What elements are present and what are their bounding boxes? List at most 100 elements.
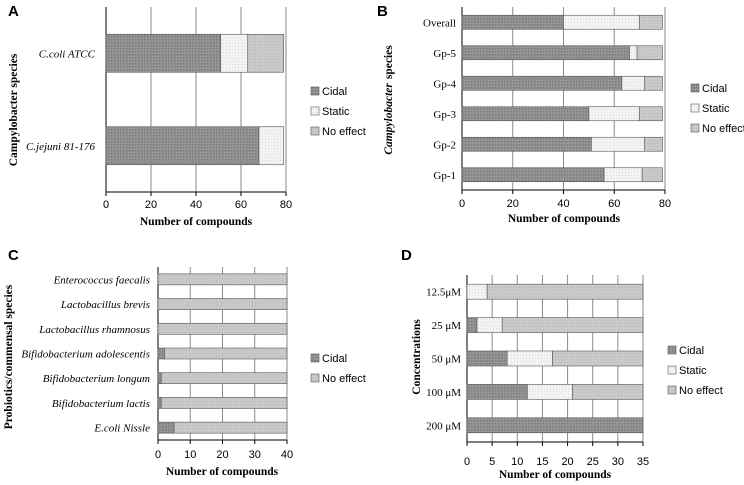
legend-swatch-cidal (310, 86, 320, 96)
panel-b-ylabel: Campylobacter species (383, 45, 395, 155)
bar-segment-noeffect (157, 322, 288, 335)
panel-a-plot: 0 20 40 60 80 C.coli ATCC C.jejuni 81-176 (26, 7, 292, 211)
bar-segment-static (466, 283, 488, 300)
legend-swatch-noeffect (667, 385, 677, 395)
panel-c-plot: 0 10 20 30 40 Enterococcus faecalis Lactobacil… (21, 267, 293, 461)
panel-b-title: B (377, 3, 388, 20)
bar-segment-cidal (105, 33, 222, 73)
category-label: Bifidobacterium lactis (52, 398, 150, 410)
bar-segment-static (563, 14, 640, 30)
x-tick-label: 0 (459, 198, 465, 210)
bar-segment-noeffect (639, 14, 663, 30)
category-label: E.coli Nissle (93, 423, 150, 435)
panel-a: A 0 20 40 60 80 C.coli ATCC C.jejuni 81-176 Nu… (8, 3, 366, 228)
bar-segment-cidal (461, 45, 630, 61)
x-tick-label: 35 (637, 456, 649, 468)
bar-segment-cidal (466, 317, 478, 333)
category-label: 50 μM (432, 354, 462, 366)
panel-c-xlabel: Number of compounds (166, 466, 279, 478)
x-tick-label: 0 (155, 449, 161, 461)
x-tick-label: 5 (489, 456, 495, 468)
bar-segment-cidal (466, 417, 644, 434)
legend-swatch-cidal (310, 353, 320, 363)
category-label: Enterococcus faecalis (53, 274, 150, 286)
bar-segment-cidal (157, 421, 175, 434)
category-label: Overall (423, 17, 456, 29)
legend-label-cidal: Cidal (702, 83, 727, 95)
category-label: Lactobacillus brevis (60, 299, 150, 311)
bar-segment-noeffect (572, 384, 644, 400)
legend-label-static: Static (702, 103, 730, 115)
bar-segment-static (220, 33, 249, 73)
bar-segment-noeffect (173, 421, 288, 434)
bar-segment-cidal (461, 167, 605, 183)
bar-segment-noeffect (157, 298, 288, 310)
panel-a-title: A (8, 3, 19, 20)
category-label: Gp-5 (433, 48, 456, 60)
bar-segment-cidal (157, 397, 162, 409)
bar-segment-cidal (461, 136, 592, 152)
legend-swatch-cidal (667, 345, 677, 355)
category-label: C.jejuni 81-176 (26, 141, 96, 153)
panel-d-xlabel: Number of compounds (499, 469, 612, 481)
panel-d-ylabel: Concentrations (411, 319, 423, 395)
legend-swatch-static (690, 103, 700, 113)
bar-segment-noeffect (160, 397, 288, 409)
bar-segment-static (506, 350, 553, 367)
legend-label-cidal: Cidal (322, 353, 347, 365)
legend-swatch-cidal (690, 83, 700, 93)
bar-segment-static (629, 45, 638, 61)
legend-label-noeffect: No effect (679, 385, 723, 397)
panel-a-xlabel: Number of compounds (140, 216, 253, 228)
legend-swatch-static (667, 365, 677, 375)
category-label: 25 μM (432, 320, 462, 332)
bar-segment-noeffect (486, 283, 644, 300)
legend-swatch-static (310, 106, 320, 116)
bar-segment-noeffect (160, 372, 288, 385)
x-tick-label: 20 (145, 199, 157, 211)
x-tick-label: 20 (216, 449, 228, 461)
category-label: Gp-4 (433, 78, 456, 90)
x-tick-label: 0 (103, 199, 109, 211)
bar-segment-noeffect (164, 347, 288, 360)
x-tick-label: 20 (561, 456, 573, 468)
category-label: 12.5μM (426, 287, 461, 299)
panel-b-ylabel-italic: Campylobacter (383, 83, 395, 155)
x-tick-label: 30 (249, 449, 261, 461)
bar-segment-static (588, 106, 640, 122)
bar-segment-noeffect (644, 136, 663, 152)
panel-d-plot: 0 5 10 15 20 25 30 35 12.5μM 25 μM 50 μM 100 μM 200 … (426, 275, 649, 468)
legend-swatch-noeffect (690, 123, 700, 133)
bar-segment-static (603, 167, 643, 183)
x-tick-label: 25 (587, 456, 599, 468)
legend-label-noeffect: No effect (322, 373, 366, 385)
x-tick-label: 40 (557, 198, 569, 210)
x-tick-label: 40 (281, 449, 293, 461)
bar-segment-cidal (157, 372, 162, 385)
bar-segment-cidal (466, 384, 528, 400)
bar-segment-cidal (461, 14, 564, 30)
panel-c-title: C (8, 247, 19, 264)
legend-swatch-noeffect (310, 126, 320, 136)
x-tick-label: 30 (612, 456, 624, 468)
bar-segment-cidal (466, 350, 508, 367)
bar-segment-noeffect (501, 317, 644, 333)
panel-b-plot: 0 20 40 60 80 Overall Gp-5 Gp-4 Gp-3 Gp-2 Gp-1 (423, 7, 671, 210)
panel-b-legend: Cidal Static No effect (690, 83, 744, 135)
x-tick-label: 15 (536, 456, 548, 468)
category-label: 200 μM (426, 420, 461, 432)
x-tick-label: 80 (280, 199, 292, 211)
bar-segment-noeffect (641, 167, 663, 183)
legend-label-cidal: Cidal (322, 86, 347, 98)
legend-label-noeffect: No effect (702, 123, 744, 135)
panel-a-legend: Cidal Static No effect (310, 86, 366, 138)
category-label: Gp-2 (433, 139, 456, 151)
bar-segment-noeffect (157, 273, 288, 286)
panel-c-legend: Cidal No effect (310, 353, 366, 385)
panel-d: D 0 5 10 15 20 25 30 35 12.5μM 25 μM 50 μM 100 μM 20… (401, 247, 723, 481)
bar-segment-cidal (157, 347, 165, 360)
x-tick-label: 40 (190, 199, 202, 211)
bar-segment-cidal (105, 126, 260, 166)
panel-c: C 0 10 20 30 40 Enterococcus faecalis Lactobac… (3, 247, 366, 478)
